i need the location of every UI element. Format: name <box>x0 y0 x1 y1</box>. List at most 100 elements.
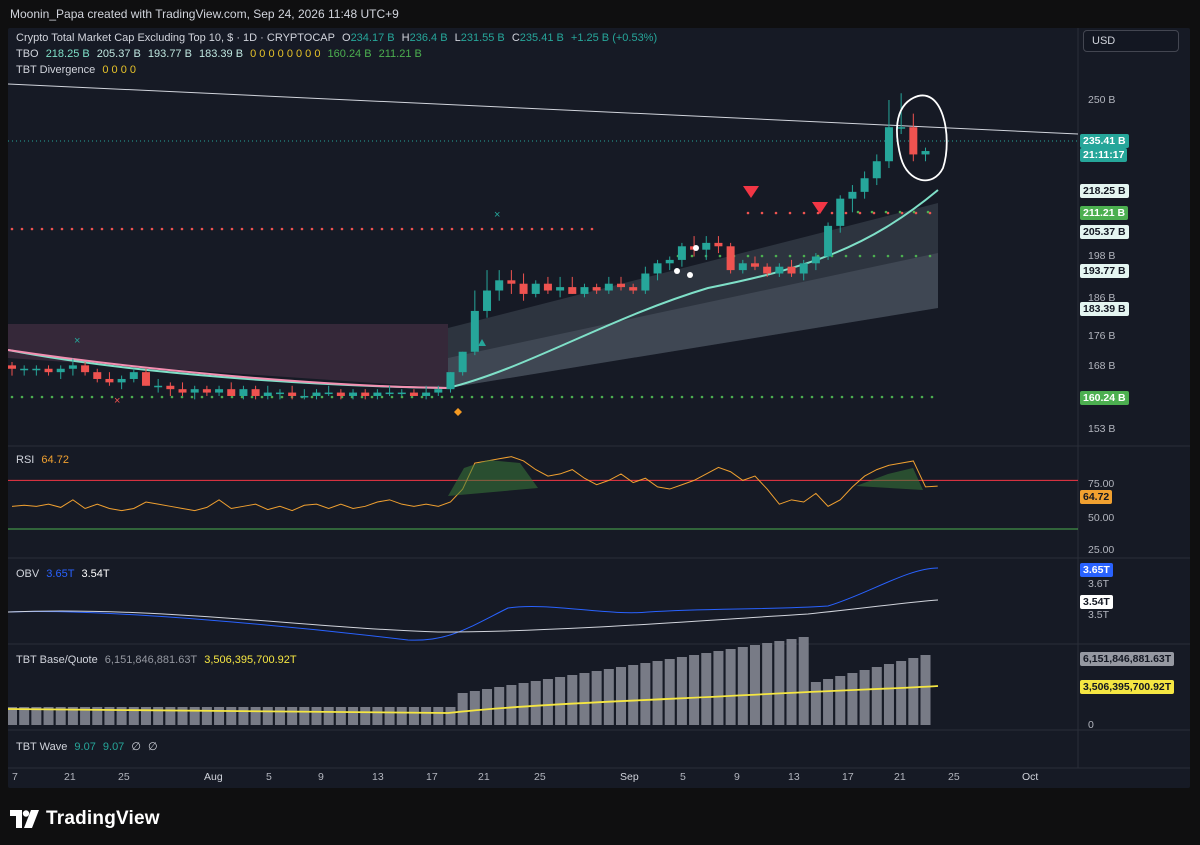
rsi-overbought-fill <box>448 460 538 496</box>
sell-signal-marker <box>743 186 759 198</box>
basequote-bar <box>567 675 578 725</box>
basequote-bar <box>408 707 419 725</box>
support-dot <box>450 395 454 399</box>
chart-canvas[interactable]: × × × <box>8 28 1190 788</box>
resistance-dot <box>440 227 444 231</box>
candle-body <box>677 246 686 260</box>
support-dot <box>872 254 876 258</box>
basequote-bar <box>226 707 237 725</box>
support-dot <box>410 395 414 399</box>
support-dot <box>190 395 194 399</box>
low-label: L <box>454 32 461 44</box>
candle-body <box>665 259 674 264</box>
tbt-divergence-legend[interactable]: TBT Divergence 0 0 0 0 <box>16 64 140 76</box>
support-dot <box>150 395 154 399</box>
candle-body <box>361 392 370 396</box>
rsi-overbought-fill <box>856 468 923 490</box>
obv-signal-line <box>8 599 939 633</box>
candle-body <box>458 351 467 373</box>
basequote-bar <box>116 707 127 725</box>
support-dot <box>680 395 684 399</box>
rsi-axis-label: 50.00 <box>1088 512 1115 524</box>
symbol-name[interactable]: Crypto Total Market Cap Excluding Top 10… <box>16 32 335 44</box>
resistance-dot <box>928 211 932 215</box>
resistance-dot <box>20 227 24 231</box>
candle-body <box>884 127 893 162</box>
resistance-dot <box>590 227 594 231</box>
wave-legend[interactable]: TBT Wave 9.07 9.07 ∅ ∅ <box>16 740 162 753</box>
candle-body <box>726 246 735 271</box>
resistance-dot <box>150 227 154 231</box>
candle-body <box>190 389 199 393</box>
basequote-bar <box>384 707 395 725</box>
basequote-bar <box>701 653 712 725</box>
obv-legend[interactable]: OBV 3.65T 3.54T <box>16 568 114 580</box>
buy-signal-marker <box>478 339 486 346</box>
basequote-bar <box>433 707 444 725</box>
basequote-bar <box>396 707 407 725</box>
basequote-bar <box>506 685 517 725</box>
candle-body <box>604 283 613 291</box>
support-dot <box>740 395 744 399</box>
chart-area[interactable]: × × × Crypto Total Market Cap Excluding To… <box>8 28 1190 788</box>
basequote-bar <box>652 661 663 725</box>
basequote-bar <box>579 673 590 725</box>
support-dot <box>844 254 848 258</box>
candle-body <box>44 368 53 373</box>
resistance-dot <box>230 227 234 231</box>
resistance-dot <box>858 211 862 215</box>
candle-body <box>373 392 382 396</box>
candle-body <box>483 290 492 311</box>
bq-v1: 6,151,846,881.63T <box>104 654 198 666</box>
resistance-dot <box>180 227 184 231</box>
resistance-dot <box>550 227 554 231</box>
basequote-bar <box>676 657 687 725</box>
bq-label: TBT Base/Quote <box>16 654 98 666</box>
support-dot <box>650 395 654 399</box>
support-dot <box>730 395 734 399</box>
candle-body <box>446 372 455 390</box>
cross-marker: × <box>114 395 120 407</box>
candle-body <box>507 280 516 284</box>
resistance-dot <box>530 227 534 231</box>
open-value: 234.17 B <box>350 32 395 44</box>
candle-body <box>531 283 540 294</box>
trendline <box>8 83 1079 135</box>
high-value: 236.4 B <box>409 32 448 44</box>
rsi-legend[interactable]: RSI 64.72 <box>16 454 73 466</box>
tbo-cloud-bearish <box>8 324 448 388</box>
support-dot <box>50 395 54 399</box>
basequote-bar <box>177 707 188 725</box>
white-signal-dot <box>693 245 699 251</box>
basequote-bar <box>348 707 359 725</box>
candle-body <box>385 392 394 395</box>
rsi-value: 64.72 <box>41 454 69 466</box>
candle-body <box>543 283 552 291</box>
support-dot <box>250 395 254 399</box>
price-axis-label: 250 B <box>1088 94 1116 106</box>
support-dot <box>260 395 264 399</box>
time-axis-label: Sep <box>620 771 639 783</box>
close-value: 235.41 B <box>519 32 564 44</box>
support-dot <box>90 395 94 399</box>
support-dot <box>30 395 34 399</box>
basequote-bar <box>128 707 139 725</box>
candle-body <box>288 392 297 396</box>
support-dot <box>660 395 664 399</box>
support-dot <box>914 254 918 258</box>
resistance-dot <box>540 227 544 231</box>
support-dot <box>890 395 894 399</box>
candle-body <box>409 392 418 396</box>
support-dot <box>230 395 234 399</box>
brand-name: TradingView <box>46 808 160 829</box>
resistance-dot <box>510 227 514 231</box>
basequote-bar <box>421 707 432 725</box>
bq-axis-zero: 0 <box>1088 719 1094 731</box>
currency-button[interactable]: USD <box>1083 30 1179 52</box>
cross-marker: × <box>494 209 500 221</box>
tbo-legend[interactable]: TBO 218.25 B 205.37 B 193.77 B 183.39 B … <box>16 48 426 60</box>
countdown-tag: 21:11:17 <box>1080 148 1128 162</box>
candle-body <box>519 283 528 294</box>
basequote-bar <box>250 707 261 725</box>
basequote-legend[interactable]: TBT Base/Quote 6,151,846,881.63T 3,506,3… <box>16 654 301 666</box>
